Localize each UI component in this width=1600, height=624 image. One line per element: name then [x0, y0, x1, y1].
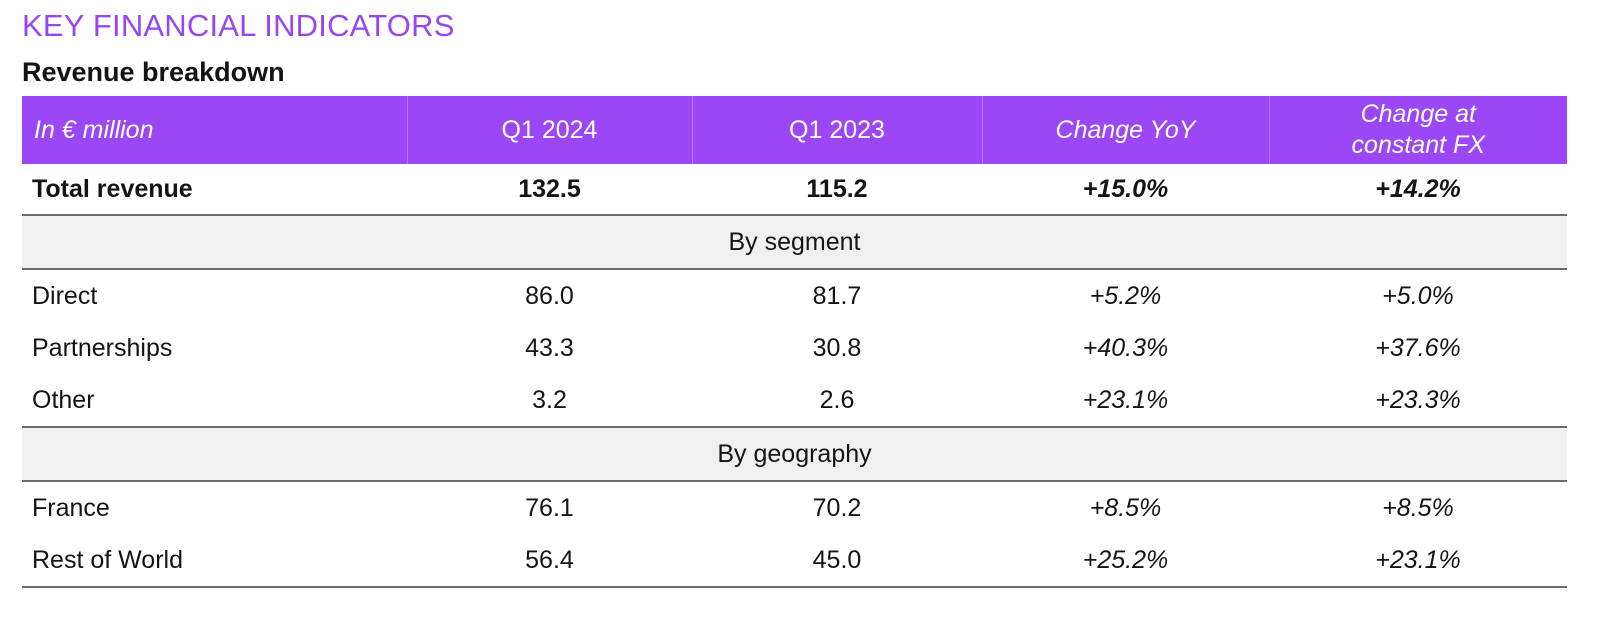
- row-label: Direct: [32, 281, 98, 310]
- header-q1-2023: Q1 2023: [691, 96, 982, 164]
- cell-change-fx: +14.2%: [1269, 164, 1567, 216]
- table-row: Rest of World 56.4 45.0 +25.2% +23.1%: [22, 534, 1567, 588]
- header-q1-2024: Q1 2024: [406, 96, 692, 164]
- revenue-table-container: In € million Q1 2024 Q1 2023 Change YoY …: [22, 96, 1567, 588]
- cell-change-yoy: +8.5%: [1089, 493, 1162, 522]
- cell-change-yoy: +25.2%: [982, 534, 1269, 588]
- cell-change-fx: +23.3%: [1269, 374, 1567, 428]
- section-title: By segment: [22, 215, 1567, 270]
- row-label: Total revenue: [22, 164, 407, 216]
- row-label: Partnerships: [32, 333, 173, 362]
- table-row: Partnerships 43.3 30.8 +40.3% +37.6%: [22, 322, 1567, 374]
- cell-q1-2024: 3.2: [407, 374, 692, 428]
- header-change-constant-fx: Change at constant FX: [1268, 96, 1567, 164]
- row-label: Other: [22, 374, 407, 428]
- cell-change-yoy: +15.0%: [982, 164, 1269, 216]
- cell-change-yoy: +23.1%: [982, 374, 1269, 428]
- header-unit: In € million: [22, 96, 407, 164]
- section-row-segment: By segment: [22, 215, 1567, 270]
- cell-q1-2024: 76.1: [525, 493, 574, 522]
- section-row-geography: By geography: [22, 427, 1567, 482]
- table-row: Direct 86.0 81.7 +5.2% +5.0%: [22, 269, 1567, 322]
- header-change-yoy: Change YoY: [981, 96, 1269, 164]
- header-row: In € million Q1 2024 Q1 2023 Change YoY …: [22, 96, 1567, 164]
- row-label: Rest of World: [22, 534, 407, 588]
- cell-q1-2024: 43.3: [525, 333, 574, 362]
- cell-change-fx: +37.6%: [1375, 333, 1461, 362]
- header-change-constant-fx-text: Change at constant FX: [1351, 100, 1485, 159]
- row-label: France: [32, 493, 110, 522]
- cell-change-yoy: +5.2%: [1089, 281, 1162, 310]
- cell-q1-2024: 132.5: [407, 164, 692, 216]
- total-revenue-row: Total revenue 132.5 115.2 +15.0% +14.2%: [22, 164, 1567, 216]
- section-kicker: KEY FINANCIAL INDICATORS: [22, 8, 455, 43]
- cell-q1-2023: 30.8: [812, 333, 862, 362]
- cell-q1-2024: 86.0: [525, 281, 574, 310]
- cell-change-fx: +23.1%: [1269, 534, 1567, 588]
- cell-q1-2023: 115.2: [692, 164, 982, 216]
- revenue-table: In € million Q1 2024 Q1 2023 Change YoY …: [22, 96, 1567, 588]
- cell-q1-2023: 70.2: [812, 493, 862, 522]
- table-row: Other 3.2 2.6 +23.1% +23.3%: [22, 374, 1567, 428]
- table-title: Revenue breakdown: [22, 57, 285, 87]
- section-title: By geography: [22, 427, 1567, 482]
- cell-q1-2024: 56.4: [407, 534, 692, 588]
- cell-change-fx: +5.0%: [1382, 281, 1454, 310]
- cell-change-yoy: +40.3%: [1082, 333, 1169, 362]
- cell-q1-2023: 2.6: [692, 374, 982, 428]
- cell-q1-2023: 81.7: [812, 281, 862, 310]
- cell-q1-2023: 45.0: [692, 534, 982, 588]
- table-row: France 76.1 70.2 +8.5% +8.5%: [22, 481, 1567, 534]
- cell-change-fx: +8.5%: [1382, 493, 1454, 522]
